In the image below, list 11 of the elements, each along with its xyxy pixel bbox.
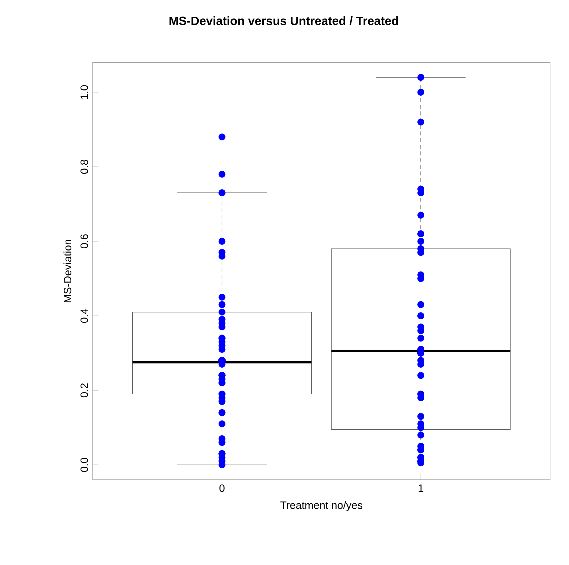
y-tick-label: 0.6 [80, 234, 88, 249]
y-tick-label: 0.2 [80, 384, 88, 398]
y-axis-title: MS-Deviation [64, 240, 72, 302]
y-tick-label: 0.4 [80, 308, 88, 324]
x-tick-label: 1 [418, 484, 424, 492]
chart-title: MS-Deviation versus Untreated / Treated [170, 16, 398, 26]
y-tick-label: 1.0 [80, 85, 88, 100]
x-axis-title: Treatment no/yes [280, 501, 363, 512]
y-tick-label: 0.8 [80, 160, 88, 174]
x-tick-label: 0 [220, 484, 225, 492]
y-tick-label: 0.0 [80, 458, 88, 472]
